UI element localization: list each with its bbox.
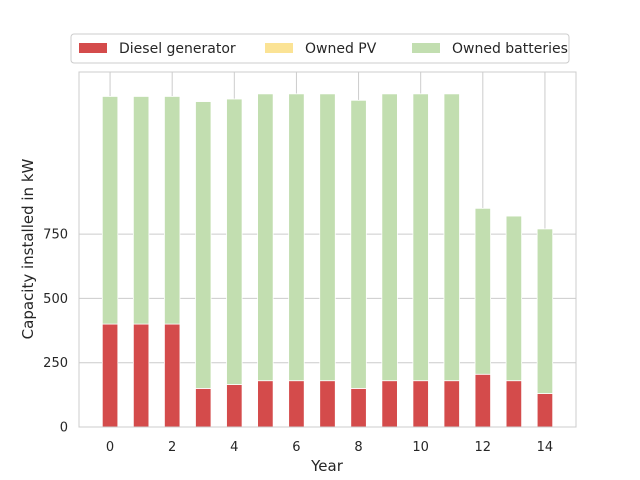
x-tick-labels: 0 2 4 6 8 10 12 14 xyxy=(106,440,553,455)
bar-owned-batteries-8 xyxy=(350,99,367,389)
bar-owned-batteries-3 xyxy=(195,101,212,389)
x-tick-label: 8 xyxy=(354,440,362,455)
bar-diesel-generator-2 xyxy=(164,323,181,428)
bar-diesel-generator-0 xyxy=(101,323,119,428)
bar-owned-batteries-11 xyxy=(443,93,460,382)
bar-diesel-generator-12 xyxy=(474,373,491,428)
legend-label-owned-batteries: Owned batteries xyxy=(452,41,568,57)
bar-diesel-generator-6 xyxy=(288,380,305,428)
legend-label-diesel-generator: Diesel generator xyxy=(119,41,236,57)
y-tick-label: 750 xyxy=(43,228,68,243)
x-tick-label: 14 xyxy=(537,440,554,455)
y-tick-label: 0 xyxy=(60,421,68,436)
legend-swatch-diesel-generator xyxy=(79,43,107,53)
x-tick-label: 10 xyxy=(412,440,429,455)
bar-diesel-generator-8 xyxy=(350,388,367,428)
bar-owned-batteries-9 xyxy=(381,93,398,382)
x-tick-label: 12 xyxy=(475,440,492,455)
bar-diesel-generator-1 xyxy=(132,323,150,428)
bar-owned-batteries-1 xyxy=(132,96,150,325)
legend-swatch-owned-pv xyxy=(265,43,293,53)
x-axis-label: Year xyxy=(310,457,344,475)
plot-frame xyxy=(78,71,577,428)
x-tick-label: 4 xyxy=(230,440,238,455)
y-tick-label: 250 xyxy=(43,356,68,371)
bar-diesel-generator-10 xyxy=(412,380,429,428)
bar-owned-batteries-4 xyxy=(226,98,243,385)
y-tick-labels: 0 250 500 750 xyxy=(43,228,68,436)
y-tick-label: 500 xyxy=(43,292,68,307)
bar-owned-batteries-6 xyxy=(288,93,305,382)
bar-owned-batteries-2 xyxy=(164,96,181,325)
legend-label-owned-pv: Owned PV xyxy=(305,41,377,57)
legend: Diesel generator Owned PV Owned batteries xyxy=(70,33,570,64)
bar-diesel-generator-13 xyxy=(505,380,523,428)
legend-swatch-owned-batteries xyxy=(412,43,440,53)
x-tick-label: 6 xyxy=(292,440,300,455)
x-tick-label: 0 xyxy=(106,440,114,455)
bar-owned-batteries-5 xyxy=(257,93,274,382)
y-axis-label: Capacity installed in kW xyxy=(19,158,37,339)
bar-owned-batteries-0 xyxy=(101,96,119,325)
x-tick-label: 2 xyxy=(168,440,176,455)
bar-diesel-generator-14 xyxy=(536,393,554,428)
bar-diesel-generator-9 xyxy=(381,380,398,428)
bar-owned-batteries-13 xyxy=(505,215,523,382)
legend-frame xyxy=(70,33,570,64)
bar-owned-batteries-14 xyxy=(536,228,554,394)
bar-owned-batteries-10 xyxy=(412,93,429,382)
bar-owned-batteries-7 xyxy=(319,93,336,382)
bar-diesel-generator-11 xyxy=(443,380,460,428)
bar-diesel-generator-7 xyxy=(319,380,336,428)
bars-layer xyxy=(101,93,554,428)
bar-diesel-generator-5 xyxy=(257,380,274,428)
bar-diesel-generator-3 xyxy=(195,388,212,428)
bar-owned-batteries-12 xyxy=(474,207,491,375)
bar-diesel-generator-4 xyxy=(226,384,243,428)
